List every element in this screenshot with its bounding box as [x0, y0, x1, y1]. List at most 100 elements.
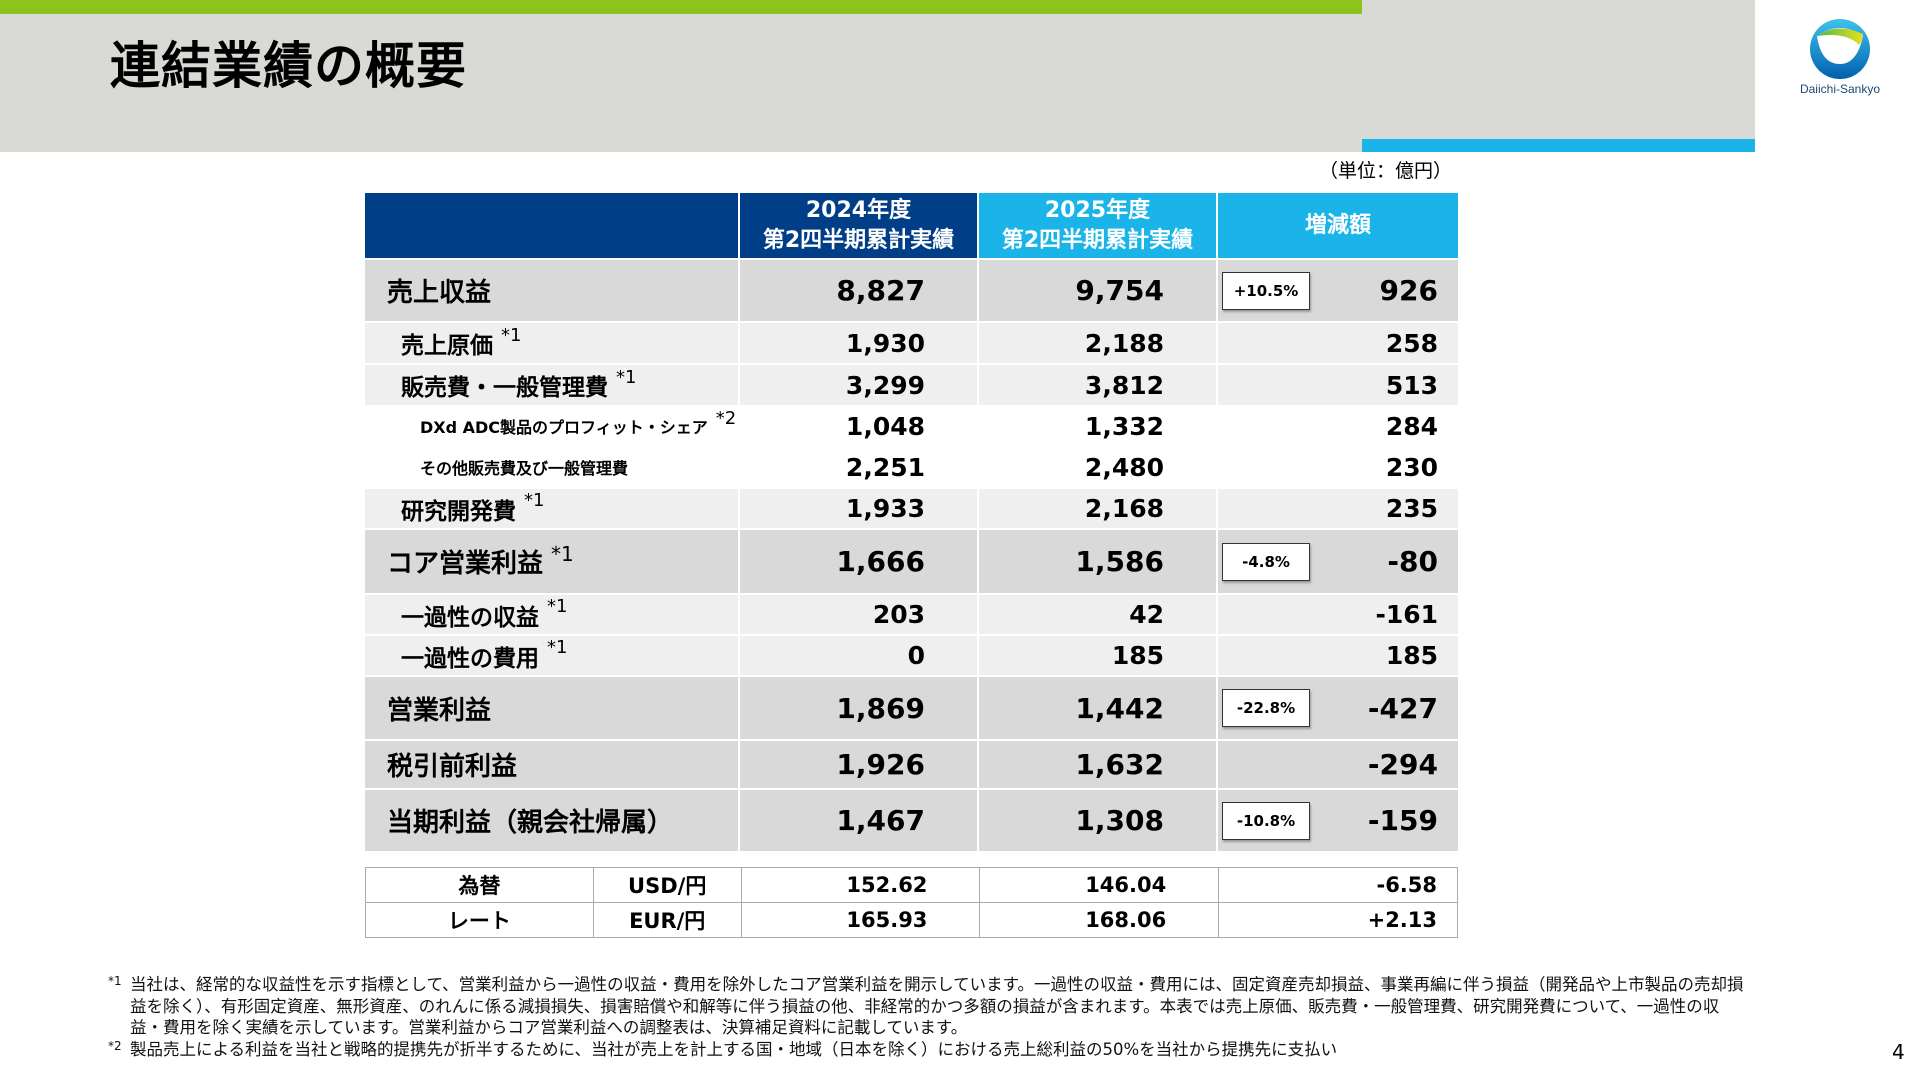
value-fy2024-text: 0 — [907, 641, 925, 670]
table-row: 販売費・一般管理費 *1 3,299 3,812 513 — [365, 365, 1458, 407]
table-row: DXd ADC製品のプロフィット・シェア *2 1,048 1,332 284 — [365, 407, 1458, 447]
value-fy2024-text: 1,926 — [836, 748, 925, 781]
fx-label: 為替 — [458, 874, 501, 898]
row-label-text: 販売費・一般管理費 — [401, 375, 608, 401]
row-label-text: 一過性の収益 — [401, 604, 539, 631]
value-fy2024: 3,299 — [740, 365, 979, 407]
footnote-ref: *1 — [501, 324, 522, 346]
row-label-text: 売上原価 — [401, 333, 493, 359]
fx-fy2024: 165.93 — [740, 903, 980, 937]
value-change: 513 — [1218, 365, 1458, 407]
footnote-ref: *1 — [551, 541, 574, 566]
value-fy2024: 1,926 — [740, 741, 979, 790]
row-label-text: DXd ADC製品のプロフィット・シェア — [420, 418, 708, 437]
value-fy2025: 1,586 — [979, 530, 1218, 595]
value-fy2025: 3,812 — [979, 365, 1218, 407]
value-fy2024: 1,930 — [740, 323, 979, 365]
row-label: 販売費・一般管理費 *1 — [365, 365, 740, 407]
value-fy2025: 2,480 — [979, 447, 1218, 489]
value-fy2024-text: 3,299 — [845, 370, 925, 400]
table-row: 研究開発費 *1 1,933 2,168 235 — [365, 489, 1458, 530]
fx-label: レート — [447, 909, 511, 933]
value-fy2024: 2,251 — [740, 447, 979, 489]
row-label: 当期利益（親会社帰属） — [365, 790, 740, 853]
table-row: 営業利益 1,869 1,442 -427 -22.8% — [365, 677, 1458, 741]
row-label: コア営業利益 *1 — [365, 530, 740, 595]
value-change: 230 — [1218, 447, 1458, 489]
value-fy2024-text: 8,827 — [836, 274, 925, 307]
header-label — [365, 193, 740, 260]
value-change-text: -161 — [1375, 600, 1438, 629]
unit-label: （単位：億円） — [1318, 160, 1452, 182]
logo-mark-icon — [1810, 19, 1870, 79]
row-label: DXd ADC製品のプロフィット・シェア *2 — [365, 407, 740, 447]
row-label-text: 売上収益 — [387, 278, 492, 308]
table-row: 税引前利益 1,926 1,632 -294 — [365, 741, 1458, 790]
change-percent-badge: -4.8% — [1222, 542, 1310, 581]
value-fy2024-text: 203 — [872, 600, 925, 629]
value-change: 284 — [1218, 407, 1458, 447]
value-change: -427 -22.8% — [1218, 677, 1458, 741]
page-number: 4 — [1892, 1040, 1905, 1064]
value-fy2025-text: 1,586 — [1075, 545, 1164, 578]
results-table: 2024年度 第2四半期累計実績 2025年度 第2四半期累計実績 増減額 売上… — [365, 193, 1458, 853]
value-fy2024-text: 1,930 — [845, 328, 925, 358]
value-fy2024: 1,666 — [740, 530, 979, 595]
value-fy2025-text: 2,188 — [1084, 328, 1164, 358]
value-fy2025-text: 1,332 — [1084, 411, 1164, 441]
value-change-text: 235 — [1385, 494, 1438, 523]
value-fy2025-text: 185 — [1111, 641, 1164, 670]
value-fy2025: 2,188 — [979, 323, 1218, 365]
fx-fy2025: 146.04 — [979, 868, 1218, 902]
value-fy2025-text: 1,442 — [1075, 691, 1164, 725]
fx-fy2024: 152.62 — [740, 868, 980, 902]
fx-row-usd: 為替 USD/円 152.62 146.04 -6.58 — [366, 868, 1457, 902]
value-fy2024: 1,048 — [740, 407, 979, 447]
value-change-text: 926 — [1379, 274, 1438, 307]
value-fy2025: 42 — [979, 595, 1218, 636]
footnote-mark: *1 — [108, 974, 122, 988]
table-row: コア営業利益 *1 1,666 1,586 -80 -4.8% — [365, 530, 1458, 595]
row-label: 売上原価 *1 — [365, 323, 740, 365]
value-fy2025-text: 1,308 — [1075, 804, 1164, 837]
footnote-ref: *1 — [547, 596, 568, 617]
footnote-text: 製品売上による利益を当社と戦略的提携先が折半するために、当社が売上を計上する国・… — [130, 1039, 1338, 1059]
value-change-text: 513 — [1385, 370, 1438, 400]
change-percent-badge: +10.5% — [1222, 271, 1310, 310]
footnote-ref: *1 — [524, 490, 545, 511]
row-label: 一過性の収益 *1 — [365, 595, 740, 636]
value-fy2024: 0 — [740, 636, 979, 677]
value-change-text: 185 — [1385, 641, 1438, 670]
table-row: 一過性の費用 *1 0 185 185 — [365, 636, 1458, 677]
footnote-ref: *2 — [715, 407, 737, 429]
value-change-text: -159 — [1367, 804, 1438, 837]
row-label: 一過性の費用 *1 — [365, 636, 740, 677]
footnote-ref: *1 — [547, 637, 568, 658]
value-change: -294 — [1218, 741, 1458, 790]
change-percent-badge: -22.8% — [1222, 689, 1310, 727]
value-fy2025: 1,332 — [979, 407, 1218, 447]
value-fy2025: 9,754 — [979, 260, 1218, 323]
row-label-text: 営業利益 — [387, 695, 492, 726]
value-change: 926 +10.5% — [1218, 260, 1458, 323]
value-fy2025-text: 42 — [1129, 600, 1164, 629]
row-label-text: コア営業利益 — [387, 549, 544, 579]
footnote-1: *1 当社は、経常的な収益性を示す指標として、営業利益から一過性の収益・費用を除… — [108, 974, 1748, 1039]
footnote-mark: *2 — [108, 1038, 122, 1053]
value-fy2025: 1,632 — [979, 741, 1218, 790]
value-change-text: -80 — [1387, 545, 1438, 578]
row-label: 研究開発費 *1 — [365, 489, 740, 530]
value-fy2025-text: 2,168 — [1084, 494, 1164, 523]
fx-change: -6.58 — [1218, 868, 1457, 902]
footnote-ref: *1 — [616, 366, 637, 388]
value-change: -80 -4.8% — [1218, 530, 1458, 595]
value-fy2024: 1,467 — [740, 790, 979, 853]
value-change: 258 — [1218, 323, 1458, 365]
change-percent-badge: -10.8% — [1222, 801, 1310, 840]
table-row: 売上収益 8,827 9,754 926 +10.5% — [365, 260, 1458, 323]
logo-text: Daiichi-Sankyo — [1799, 82, 1881, 96]
header-accent-green — [0, 0, 1362, 14]
value-fy2024-text: 1,467 — [836, 804, 925, 837]
value-fy2025: 1,442 — [979, 677, 1218, 741]
table-header: 2024年度 第2四半期累計実績 2025年度 第2四半期累計実績 増減額 — [365, 193, 1458, 260]
